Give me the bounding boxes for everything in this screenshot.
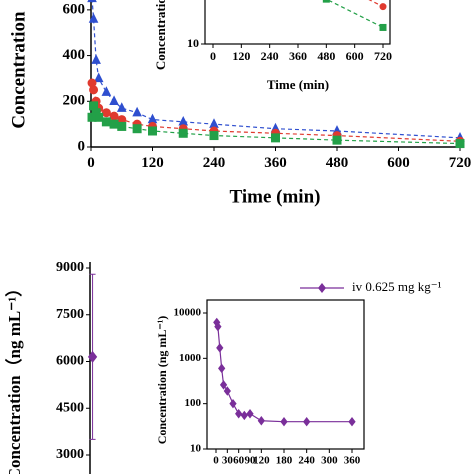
legend-label: iv 0.625 mg kg⁻¹ [352, 279, 442, 294]
y-tick-label: 10 [187, 36, 199, 50]
y-axis-label: Concentration (ng mL⁻¹) [155, 316, 169, 445]
y-axis-label: Concentration [8, 11, 29, 129]
x-tick-label: 360 [289, 49, 307, 63]
x-tick-label: 60 [233, 455, 245, 467]
y-tick-label: 600 [63, 1, 86, 17]
marker [109, 111, 119, 121]
marker [88, 13, 99, 23]
y-tick-label: 4500 [56, 400, 84, 415]
series-line [326, 0, 384, 28]
y-tick-label: 7500 [56, 307, 84, 322]
marker [303, 416, 311, 427]
x-tick-label: 90 [245, 455, 257, 467]
y-axis-label: Concentration [153, 0, 168, 70]
marker [209, 131, 219, 141]
marker [280, 416, 288, 427]
marker [214, 321, 222, 332]
x-tick-label: 0 [210, 49, 216, 63]
series-line [91, 105, 461, 145]
x-tick-label: 360 [344, 455, 361, 467]
x-tick-label: 240 [203, 155, 226, 171]
marker [109, 95, 119, 105]
marker [132, 124, 142, 134]
marker [379, 3, 387, 11]
x-tick-label: 600 [387, 155, 410, 171]
y-tick-label: 100 [185, 397, 202, 409]
y-tick-label: 1000 [179, 352, 202, 364]
marker [322, 0, 330, 3]
x-tick-label: 180 [276, 455, 293, 467]
marker [216, 343, 224, 353]
y-tick-label: 6000 [56, 354, 84, 369]
marker [89, 85, 99, 95]
legend-marker [318, 283, 326, 293]
marker [101, 86, 112, 96]
axes-box [206, 299, 365, 450]
series-line [91, 82, 461, 142]
marker [87, 0, 97, 3]
y-tick-label: 10000 [174, 307, 202, 319]
y-tick-label: 10 [190, 443, 202, 455]
x-tick-label: 240 [261, 49, 279, 63]
marker [348, 416, 356, 427]
marker [132, 106, 142, 117]
marker [240, 410, 248, 421]
x-tick-label: 480 [326, 155, 349, 171]
marker [148, 126, 157, 136]
x-tick-label: 0 [213, 455, 219, 467]
marker [87, 350, 98, 363]
x-tick-label: 240 [298, 455, 315, 467]
y-tick-label: 400 [63, 47, 86, 63]
y-axis-label: Concentration（ng mL⁻¹） [4, 280, 24, 474]
x-tick-label: 300 [321, 455, 338, 467]
x-tick-label: 30 [222, 455, 234, 467]
marker [218, 363, 226, 374]
marker [455, 139, 465, 149]
marker [223, 386, 231, 396]
x-axis-label: Time (min) [230, 186, 321, 207]
x-axis-label: Time (min) [267, 77, 329, 92]
axes-box [204, 0, 391, 45]
y-tick-label: 0 [78, 138, 86, 154]
y-tick-label: 200 [63, 93, 86, 109]
marker [257, 416, 265, 426]
x-tick-label: 0 [87, 155, 95, 171]
marker [93, 72, 104, 83]
x-tick-label: 120 [253, 455, 270, 467]
marker [91, 54, 101, 64]
y-tick-label: 9000 [56, 260, 84, 275]
x-tick-label: 120 [232, 49, 250, 63]
marker [246, 409, 254, 419]
marker [117, 121, 127, 131]
marker [332, 135, 342, 145]
marker [178, 128, 188, 138]
x-tick-label: 480 [317, 49, 335, 63]
marker [229, 398, 237, 409]
marker [379, 23, 387, 31]
marker [178, 115, 189, 126]
marker [94, 112, 104, 122]
x-tick-label: 720 [449, 155, 472, 171]
y-tick-label: 3000 [56, 447, 84, 462]
marker [235, 409, 243, 419]
marker [101, 117, 111, 127]
x-tick-label: 720 [374, 49, 392, 63]
marker [271, 133, 280, 143]
marker [219, 380, 228, 390]
x-tick-label: 120 [141, 155, 164, 171]
marker [109, 119, 119, 129]
marker [116, 102, 127, 112]
marker [101, 108, 111, 118]
x-tick-label: 360 [264, 155, 287, 171]
marker [209, 118, 219, 128]
x-tick-label: 600 [346, 49, 364, 63]
